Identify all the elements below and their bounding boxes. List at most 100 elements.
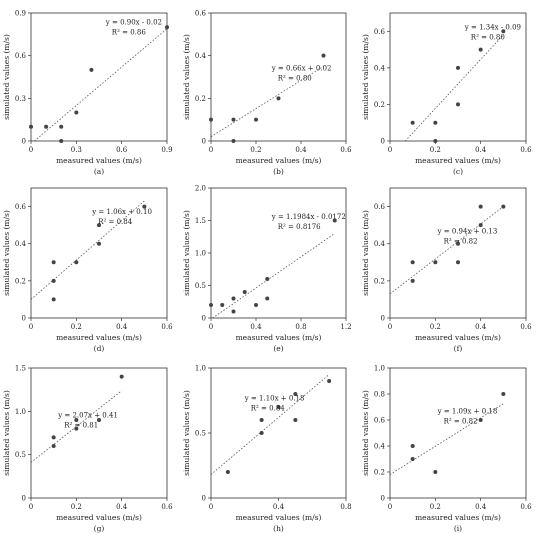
x-tick-label: 0.6: [116, 146, 128, 154]
data-point: [410, 260, 415, 265]
data-point: [265, 277, 270, 281]
data-point: [501, 392, 506, 396]
regression-equation: y = 1.10x + 0.18: [244, 395, 305, 403]
scatter-panel-5: 0 0.4 0.8 1.2 0 0.5 1.0 1.5 2.0 measured values (…: [182, 185, 352, 354]
data-point: [410, 120, 415, 125]
data-point: [97, 418, 101, 422]
y-tick-label: 0.6: [195, 10, 207, 18]
y-tick-label: 1.5: [195, 217, 206, 225]
scatter-panel-3: 0 0.2 0.4 0.6 0 0.2 0.4 0.6 measured values (m/s…: [361, 12, 532, 176]
x-tick-label: 0: [388, 503, 392, 511]
data-point: [478, 223, 483, 228]
panel-label: (c): [453, 167, 463, 176]
x-tick-label: 0.2: [71, 503, 82, 511]
y-axis-label: simulated values (m/s): [361, 390, 370, 476]
y-tick-label: 0.4: [374, 240, 386, 248]
data-point: [220, 303, 225, 307]
y-axis-label: simulated values (m/s): [2, 390, 11, 476]
y-tick-label: 0.5: [15, 451, 26, 459]
y-tick-label: 0: [22, 315, 26, 323]
y-tick-label: 0: [202, 495, 206, 503]
x-tick-label: 0.8: [340, 503, 351, 511]
plot-frame: [210, 12, 347, 142]
x-tick-label: 0.4: [116, 503, 128, 511]
trend-line: [210, 374, 330, 475]
panel-label: (e): [273, 344, 283, 353]
y-tick-label: 2.0: [195, 185, 206, 193]
data-point: [276, 405, 281, 409]
x-tick-label: 0.4: [295, 146, 307, 154]
data-point: [254, 303, 258, 307]
data-point: [293, 392, 298, 396]
y-tick-label: 0.5: [195, 282, 206, 290]
data-point: [410, 278, 415, 283]
y-tick-label: 0.4: [374, 443, 386, 451]
data-point: [332, 218, 337, 223]
x-axis-label: measured values (m/s): [415, 513, 501, 522]
plot-frame: [389, 12, 527, 142]
scatter-panel-9: 0 0.2 0.4 0.6 0 0.2 0.4 0.6 0.8 1.0 measured value…: [361, 365, 532, 533]
y-tick-label: 0.2: [374, 101, 385, 109]
x-tick-label: 0.2: [71, 323, 82, 331]
x-tick-label: 0.4: [475, 323, 487, 331]
x-tick-label: 0: [29, 503, 33, 511]
panel-label: (f): [454, 344, 463, 353]
y-tick-label: 1.5: [15, 365, 26, 373]
r-squared-label: R² = 0.8176: [278, 223, 321, 231]
x-tick-label: 0.4: [475, 503, 487, 511]
data-point: [456, 260, 460, 265]
x-tick-label: 0.4: [273, 503, 285, 511]
data-point: [433, 470, 438, 474]
y-tick-label: 0.6: [15, 52, 27, 60]
panel-label: (a): [94, 167, 104, 176]
data-point: [231, 309, 236, 314]
regression-equation: y = 1.1984x - 0.0172: [271, 213, 346, 221]
y-axis-label: simulated values (m/s): [361, 210, 370, 296]
x-tick-label: 0.2: [430, 323, 441, 331]
x-axis-label: measured values (m/s): [415, 333, 501, 342]
y-tick-label: 0: [202, 138, 206, 146]
x-axis-label: measured values (m/s): [56, 156, 142, 165]
y-tick-label: 0.6: [15, 203, 27, 211]
trend-line: [389, 403, 504, 475]
data-point: [74, 418, 79, 422]
x-axis-label: measured values (m/s): [236, 333, 322, 342]
y-axis-label: simulated values (m/s): [182, 210, 191, 296]
y-tick-label: 0.3: [15, 95, 26, 103]
data-point: [225, 470, 230, 474]
x-tick-label: 0.6: [161, 323, 173, 331]
regression-equation: y = 0.66x + 0.02: [271, 65, 332, 73]
x-tick-label: 0.3: [71, 146, 82, 154]
y-tick-label: 1.0: [195, 250, 206, 258]
data-point: [410, 457, 415, 461]
scatter-panel-4: 0 0.2 0.4 0.6 0 0.2 0.4 0.6 measured values (m/s…: [2, 187, 173, 353]
scatter-panel-8: 0 0.4 0.8 0 0.5 1.0 measured values (m/s) simul…: [182, 365, 352, 533]
y-tick-label: 0.2: [374, 469, 385, 477]
data-point: [433, 260, 438, 265]
r-squared-label: R² = 0.81: [64, 421, 98, 429]
x-tick-label: 0.2: [430, 503, 441, 511]
data-point: [456, 241, 460, 246]
x-axis-label: measured values (m/s): [56, 333, 142, 342]
x-tick-label: 0.6: [340, 146, 352, 154]
data-point: [265, 296, 270, 301]
panel-label: (d): [94, 344, 105, 353]
y-tick-label: 0.9: [15, 10, 26, 18]
x-tick-label: 0.4: [250, 323, 262, 331]
y-tick-label: 0: [202, 315, 206, 323]
r-squared-label: R² = 0.80: [471, 34, 505, 42]
plot-frame: [389, 367, 527, 499]
x-tick-label: 0: [209, 323, 213, 331]
data-point: [29, 124, 33, 129]
data-point: [209, 117, 213, 122]
data-point: [293, 418, 298, 422]
plot-frame: [389, 187, 527, 319]
x-axis-label: measured values (m/s): [56, 513, 142, 522]
y-tick-label: 1.0: [374, 365, 385, 373]
data-point: [259, 418, 264, 422]
data-point: [501, 204, 506, 209]
x-tick-label: 0.2: [430, 146, 441, 154]
x-axis-label: measured values (m/s): [236, 513, 322, 522]
y-axis-label: simulated values (m/s): [2, 34, 11, 120]
x-axis-label: measured values (m/s): [415, 156, 501, 165]
